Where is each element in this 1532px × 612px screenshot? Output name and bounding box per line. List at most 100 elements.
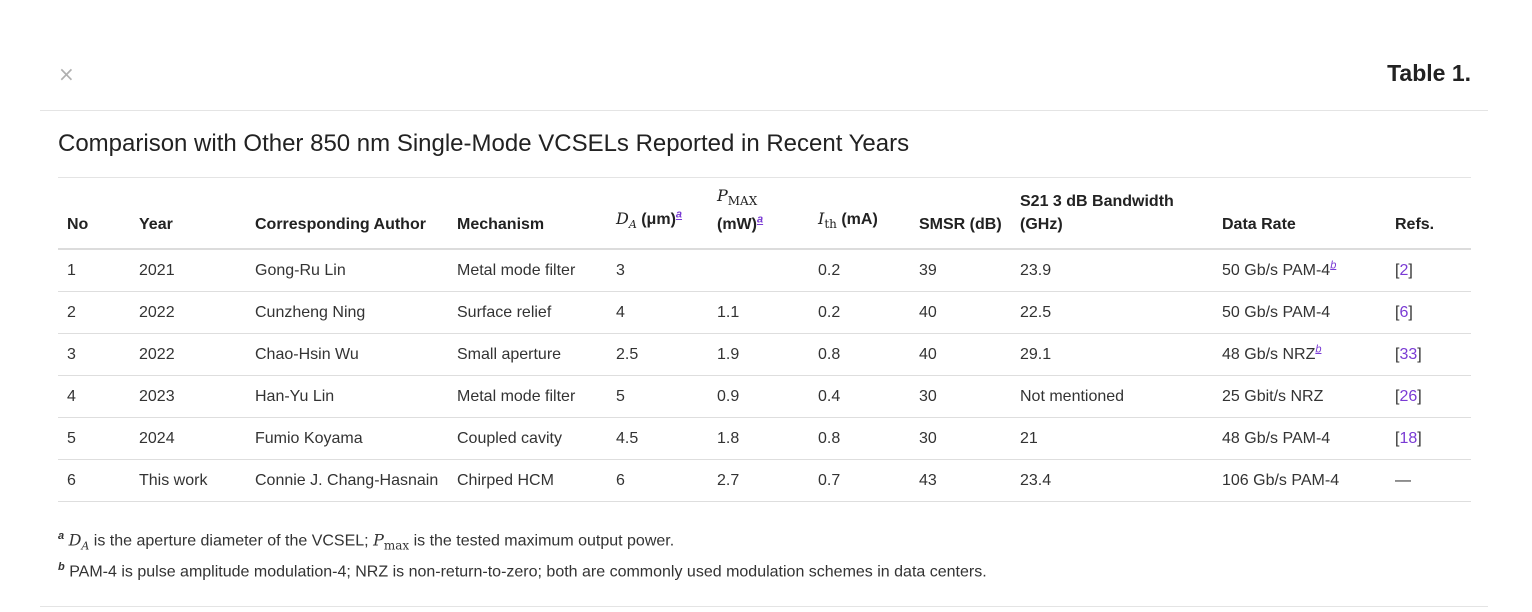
close-icon[interactable]: ×: [58, 62, 75, 86]
table-header-row: No Year Corresponding Author Mechanism D…: [58, 184, 1471, 251]
table-row: 5 2024 Fumio Koyama Coupled cavity 4.5 1.8 0.8…: [58, 417, 1471, 461]
cell-rate: 50 Gb/s PAM-4: [1213, 291, 1386, 335]
cell-smsr: 30: [910, 417, 1011, 461]
cell-mechanism: Small aperture: [448, 333, 607, 377]
table-row: 6 This work Connie J. Chang-Hasnain Chirped…: [58, 459, 1471, 503]
cell-author: Connie J. Chang-Hasnain: [246, 459, 448, 503]
cell-author: Fumio Koyama: [246, 417, 448, 461]
cell-rate: 106 Gb/s PAM-4: [1213, 459, 1386, 503]
comparison-table: No Year Corresponding Author Mechanism D…: [58, 184, 1471, 503]
cell-mechanism: Metal mode filter: [448, 249, 607, 293]
cell-ref: [26]: [1386, 375, 1471, 419]
cell-bw: 21: [1011, 417, 1213, 461]
cell-mechanism: Chirped HCM: [448, 459, 607, 503]
cell-no: 3: [58, 333, 130, 377]
header-threshold-current: Ith (mA): [809, 184, 910, 251]
cell-ith: 0.8: [809, 417, 910, 461]
cell-rate: 48 Gb/s PAM-4: [1213, 417, 1386, 461]
header-max-power: PMAX (mW)a: [708, 184, 809, 251]
cell-pmax: 1.9: [708, 333, 809, 377]
footnote-link-a[interactable]: a: [675, 208, 683, 221]
cell-year: 2021: [130, 249, 246, 293]
cell-da: 4.5: [607, 417, 708, 461]
table-row: 3 2022 Chao-Hsin Wu Small aperture 2.5 1.9 0.8…: [58, 333, 1471, 377]
cell-rate: 50 Gb/s PAM-4b: [1213, 249, 1386, 293]
cell-author: Cunzheng Ning: [246, 291, 448, 335]
cell-ith: 0.2: [809, 249, 910, 293]
cell-year: 2022: [130, 291, 246, 335]
cell-no: 2: [58, 291, 130, 335]
cell-da: 3: [607, 249, 708, 293]
cell-pmax: 1.1: [708, 291, 809, 335]
cell-rate: 25 Gbit/s NRZ: [1213, 375, 1386, 419]
footnote-b: b PAM-4 is pulse amplitude modulation-4;…: [58, 561, 987, 581]
reference-link[interactable]: 26: [1399, 387, 1418, 405]
cell-ith: 0.2: [809, 291, 910, 335]
cell-author: Chao-Hsin Wu: [246, 333, 448, 377]
cell-year: 2022: [130, 333, 246, 377]
cell-bw: 23.9: [1011, 249, 1213, 293]
cell-smsr: 30: [910, 375, 1011, 419]
cell-smsr: 43: [910, 459, 1011, 503]
cell-ith: 0.8: [809, 333, 910, 377]
cell-ith: 0.4: [809, 375, 910, 419]
reference-link[interactable]: 18: [1399, 429, 1418, 447]
table-row: 1 2021 Gong-Ru Lin Metal mode filter 3 0.2 39 2…: [58, 249, 1471, 293]
cell-no: 6: [58, 459, 130, 503]
divider: [58, 177, 1471, 178]
cell-rate: 48 Gb/s NRZb: [1213, 333, 1386, 377]
cell-da: 4: [607, 291, 708, 335]
cell-da: 6: [607, 459, 708, 503]
header-refs: Refs.: [1386, 184, 1471, 251]
cell-year: 2023: [130, 375, 246, 419]
cell-mechanism: Surface relief: [448, 291, 607, 335]
cell-da: 2.5: [607, 333, 708, 377]
reference-link[interactable]: 6: [1399, 303, 1409, 321]
cell-pmax: 2.7: [708, 459, 809, 503]
table-label: Table 1.: [1387, 60, 1471, 86]
cell-pmax: [708, 249, 809, 293]
cell-ith: 0.7: [809, 459, 910, 503]
header-no: No: [58, 184, 130, 251]
cell-no: 4: [58, 375, 130, 419]
header-smsr: SMSR (dB): [910, 184, 1011, 251]
cell-mechanism: Coupled cavity: [448, 417, 607, 461]
cell-mechanism: Metal mode filter: [448, 375, 607, 419]
cell-year: 2024: [130, 417, 246, 461]
table-caption: Comparison with Other 850 nm Single-Mode…: [58, 130, 910, 157]
header-data-rate: Data Rate: [1213, 184, 1386, 251]
cell-bw: Not mentioned: [1011, 375, 1213, 419]
header-aperture-diameter: DA (μm)a: [607, 184, 708, 251]
cell-year: This work: [130, 459, 246, 503]
footnote-link-b[interactable]: b: [1330, 259, 1337, 272]
header-bandwidth: S21 3 dB Bandwidth (GHz): [1011, 184, 1213, 251]
cell-bw: 23.4: [1011, 459, 1213, 503]
divider: [40, 606, 1488, 607]
footnote-a: a DA is the aperture diameter of the VCS…: [58, 530, 675, 553]
cell-ref: [33]: [1386, 333, 1471, 377]
footnote-link-b[interactable]: b: [1315, 343, 1322, 356]
cell-da: 5: [607, 375, 708, 419]
cell-ref: [18]: [1386, 417, 1471, 461]
cell-pmax: 0.9: [708, 375, 809, 419]
cell-author: Han-Yu Lin: [246, 375, 448, 419]
cell-bw: 29.1: [1011, 333, 1213, 377]
table-row: 4 2023 Han-Yu Lin Metal mode filter 5 0.9 0.4 3…: [58, 375, 1471, 419]
cell-pmax: 1.8: [708, 417, 809, 461]
header-author: Corresponding Author: [246, 184, 448, 251]
cell-smsr: 40: [910, 333, 1011, 377]
cell-author: Gong-Ru Lin: [246, 249, 448, 293]
footnote-link-a[interactable]: a: [756, 213, 764, 226]
cell-no: 1: [58, 249, 130, 293]
cell-ref: [6]: [1386, 291, 1471, 335]
reference-link[interactable]: 33: [1399, 345, 1418, 363]
reference-link[interactable]: 2: [1399, 261, 1409, 279]
cell-smsr: 40: [910, 291, 1011, 335]
cell-smsr: 39: [910, 249, 1011, 293]
cell-no: 5: [58, 417, 130, 461]
header-year: Year: [130, 184, 246, 251]
table-row: 2 2022 Cunzheng Ning Surface relief 4 1.1 0.2 4…: [58, 291, 1471, 335]
cell-bw: 22.5: [1011, 291, 1213, 335]
divider: [40, 110, 1488, 111]
cell-ref: [2]: [1386, 249, 1471, 293]
